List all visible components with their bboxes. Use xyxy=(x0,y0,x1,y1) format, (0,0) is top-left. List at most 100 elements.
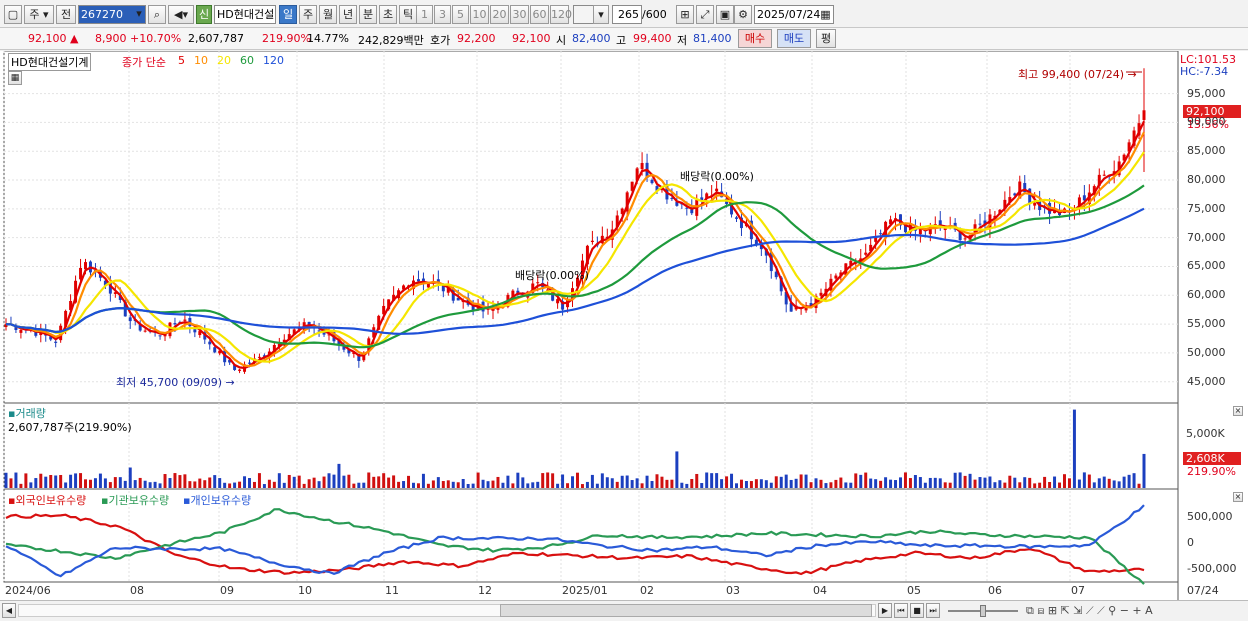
volume-bar xyxy=(670,479,674,488)
candle-body xyxy=(446,287,450,293)
holding-panel-close-icon[interactable]: × xyxy=(1233,492,1243,502)
table-icon[interactable]: ▦ xyxy=(8,71,22,85)
price-y-tick: 90,000 xyxy=(1187,115,1226,129)
price-panel-title[interactable]: HD현대건설기계 xyxy=(8,53,92,71)
volume-bar xyxy=(1028,477,1032,488)
volume-panel-close-icon[interactable]: × xyxy=(1233,406,1243,416)
candle-body xyxy=(441,284,445,292)
sell-button[interactable]: 매도 xyxy=(777,29,811,48)
holding-legend-2[interactable]: ▪개인보유수량 xyxy=(183,494,252,507)
candle-body xyxy=(928,225,932,235)
volume-bar xyxy=(243,476,247,488)
volume-bar xyxy=(680,482,684,488)
first-icon[interactable]: ⏮ xyxy=(894,603,908,618)
candle-body xyxy=(1008,197,1012,203)
volume-bar xyxy=(978,477,982,488)
candle-body xyxy=(416,279,420,282)
crosshair-icon[interactable]: ⊞ xyxy=(676,5,694,24)
candle-body xyxy=(938,220,942,227)
minute-opt-10[interactable]: 10 xyxy=(470,5,489,24)
stop-icon[interactable]: ■ xyxy=(910,603,924,618)
volume-bar xyxy=(257,473,261,488)
candle-body xyxy=(64,310,68,327)
volume-bar xyxy=(913,475,917,488)
blank-select-dropdown-icon[interactable]: ▾ xyxy=(593,5,609,24)
volume-bar xyxy=(844,482,848,488)
volume-bar xyxy=(561,474,565,488)
minute-opt-120[interactable]: 120 xyxy=(550,5,572,24)
ma-period-120[interactable]: 120 xyxy=(263,54,284,67)
save-icon[interactable]: ▣ xyxy=(716,5,734,24)
window-menu-icon[interactable]: ▢ xyxy=(4,5,22,24)
volume-bar xyxy=(431,480,435,488)
candle-body xyxy=(108,282,112,294)
tab-tf-3[interactable]: 년 xyxy=(339,5,357,24)
gear-icon[interactable]: ⚙ xyxy=(734,5,752,24)
candle-body xyxy=(918,229,922,235)
calendar-icon[interactable]: ▦ xyxy=(820,8,831,21)
date-input[interactable]: 2025/07/24 xyxy=(754,5,834,24)
count-input[interactable]: 265 xyxy=(612,5,642,24)
new-badge: 신 xyxy=(196,5,212,24)
hoga-label: 호가 xyxy=(430,34,451,47)
minute-opt-30[interactable]: 30 xyxy=(510,5,529,24)
candle-body xyxy=(590,240,594,243)
volume-bar xyxy=(362,482,366,488)
chart-tools-icon[interactable]: ⧉ ⧈ ⊞ ⇱ ⇲ ⟋ ⟋ ⚲ − + A xyxy=(1026,604,1153,617)
x-tick-label: 02 xyxy=(640,584,654,597)
volume-bar xyxy=(163,474,167,488)
zoom-slider-handle[interactable] xyxy=(980,605,986,617)
x-tick-label: 06 xyxy=(988,584,1002,597)
candle-body xyxy=(978,223,982,225)
scroll-left-icon[interactable]: ◀ xyxy=(2,603,16,618)
minute-opt-1[interactable]: 1 xyxy=(416,5,433,24)
change-pct: +10.70% xyxy=(130,32,182,45)
volume-bar xyxy=(367,472,371,488)
volume-bar xyxy=(496,476,500,488)
search-icon[interactable]: ⌕ xyxy=(148,5,166,24)
holding-legend-0[interactable]: ▪외국인보유수량 xyxy=(8,494,87,507)
candle-body xyxy=(277,343,281,347)
minute-opt-3[interactable]: 3 xyxy=(434,5,451,24)
tab-tf-6[interactable]: 틱 xyxy=(399,5,417,24)
buy-button[interactable]: 매수 xyxy=(738,29,772,48)
stock-code-input[interactable]: 267270 xyxy=(78,5,146,24)
ma-period-10[interactable]: 10 xyxy=(194,54,208,67)
ma-period-20[interactable]: 20 xyxy=(217,54,231,67)
volume-bar xyxy=(779,476,783,488)
volume-bar xyxy=(879,480,883,488)
draw-tool-icon[interactable]: ⤢ xyxy=(696,5,714,24)
volume-bar xyxy=(610,478,614,488)
candle-body xyxy=(625,192,629,212)
dividend-label-1: 배당락(0.00%) xyxy=(680,170,754,183)
candle-body xyxy=(292,329,296,335)
code-dropdown-icon[interactable]: ▾ xyxy=(136,7,142,20)
volume-bar xyxy=(69,474,73,488)
scroll-thumb[interactable] xyxy=(500,604,872,617)
x-tick-label: 03 xyxy=(726,584,740,597)
volume-bar xyxy=(213,475,217,488)
tab-tf-4[interactable]: 분 xyxy=(359,5,377,24)
holding-line-0 xyxy=(5,513,1145,576)
eval-button[interactable]: 평 xyxy=(816,29,836,48)
period-type-select[interactable]: 주 ▾ xyxy=(24,5,54,24)
tab-tf-5[interactable]: 초 xyxy=(379,5,397,24)
minute-opt-60[interactable]: 60 xyxy=(530,5,549,24)
tab-tf-0[interactable]: 일 xyxy=(279,5,297,24)
holding-legend-1[interactable]: ▪기관보유수량 xyxy=(101,494,170,507)
last-icon[interactable]: ⏭ xyxy=(926,603,940,618)
ma-period-5[interactable]: 5 xyxy=(178,54,185,67)
minute-opt-5[interactable]: 5 xyxy=(452,5,469,24)
tab-tf-1[interactable]: 주 xyxy=(299,5,317,24)
ma-period-60[interactable]: 60 xyxy=(240,54,254,67)
chart-area[interactable]: HD현대건설기계 종가 단순 5 10 20 60 120 ▦ LC:101.53 HC… xyxy=(0,51,1248,601)
current-price: 92,100 ▲ xyxy=(28,32,79,45)
volume-bar xyxy=(178,475,182,488)
volume-bar xyxy=(1142,453,1146,488)
scroll-right-icon[interactable]: ▶ xyxy=(878,603,892,618)
tab-tf-2[interactable]: 월 xyxy=(319,5,337,24)
minute-opt-20[interactable]: 20 xyxy=(490,5,509,24)
prev-button[interactable]: 전 xyxy=(56,5,76,24)
speaker-icon[interactable]: ◀▾ xyxy=(168,5,194,24)
